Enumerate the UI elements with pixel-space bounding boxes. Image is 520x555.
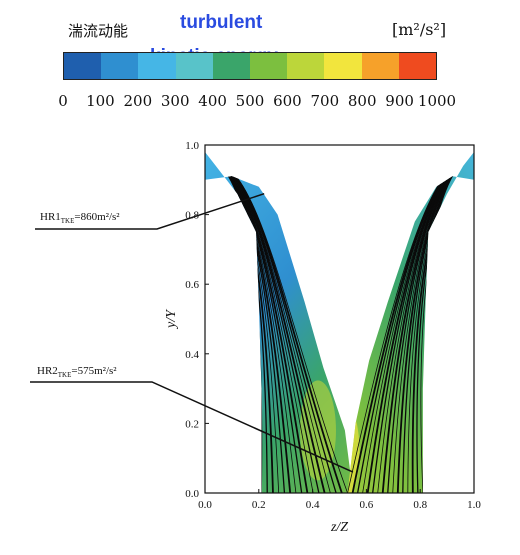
colorbar-tick-label: 200	[123, 92, 153, 110]
colorbar-tick-label: 500	[235, 92, 265, 110]
colorbar-tick-label: 300	[160, 92, 190, 110]
annotation-leader-line	[30, 381, 354, 473]
annotation-leader-line	[35, 193, 265, 230]
y-tick-label: 0.0	[185, 488, 199, 500]
colorbar	[63, 52, 437, 80]
colorbar-tick-label: 900	[385, 92, 414, 110]
colorbar-tick-label: 1000	[417, 92, 457, 110]
streamline	[222, 164, 343, 493]
x-tick-label: 0.6	[360, 499, 374, 511]
y-tick-label: 1.0	[185, 140, 199, 152]
y-axis-label: y/Y	[164, 308, 179, 330]
y-tick-label: 0.2	[185, 418, 199, 430]
annotations: HR1TKE=860m²/s² HR2TKE=575m²/s²	[30, 193, 354, 473]
colorbar-segment	[324, 53, 362, 79]
colorbar-segment	[250, 53, 288, 79]
annotation-hr1: HR1TKE=860m²/s²	[35, 193, 265, 230]
colorbar-tick-labels: 0 100 200 300 400 500 600 700 800 900 1000	[40, 92, 480, 112]
colorbar-segment	[287, 53, 325, 79]
colorbar-segment	[64, 53, 102, 79]
colorbar-segment	[398, 53, 437, 79]
streamline	[219, 162, 326, 493]
colorbar-segment	[138, 53, 176, 79]
colorbar-unit: [m²/s²]	[392, 20, 447, 39]
y-tick-label: 0.6	[185, 279, 199, 291]
colorbar-tick-label: 100	[86, 92, 115, 110]
colorbar-segment	[212, 53, 251, 79]
streamline	[223, 165, 348, 493]
x-tick-label: 0.0	[198, 499, 212, 511]
plot-axes	[204, 144, 475, 494]
x-tick-label: 0.4	[306, 499, 320, 511]
colorbar-segment	[361, 53, 399, 79]
x-tick-label: 1.0	[467, 499, 481, 511]
annotation-label: HR1TKE=860m²/s²	[40, 211, 120, 225]
x-axis-label: z/Z	[330, 520, 348, 535]
y-tick-label: 0.4	[185, 349, 199, 361]
annotation-label: HR2TKE=575m²/s²	[37, 365, 117, 379]
colorbar-title-chinese: 湍流动能	[68, 22, 129, 40]
colorbar-segment	[175, 53, 213, 79]
colorbar-tick-label: 800	[347, 92, 377, 110]
axis-ticks: 0.0 0.2 0.4 0.6 0.8 1.00.00.20.40.60.81.0	[185, 140, 481, 511]
x-tick-label: 0.2	[252, 499, 266, 511]
colorbar-title-english-line1: turbulent	[180, 12, 263, 33]
colorbar-tick-label: 400	[198, 92, 227, 110]
colorbar-tick-label: 0	[58, 92, 68, 110]
colorbar-segment	[101, 53, 139, 79]
plot-frame	[204, 144, 475, 494]
flow-field	[205, 145, 474, 493]
colorbar-tick-label: 600	[273, 92, 302, 110]
x-tick-label: 0.8	[413, 499, 427, 511]
annotation-hr2: HR2TKE=575m²/s²	[30, 365, 354, 473]
colorbar-tick-label: 700	[310, 92, 340, 110]
